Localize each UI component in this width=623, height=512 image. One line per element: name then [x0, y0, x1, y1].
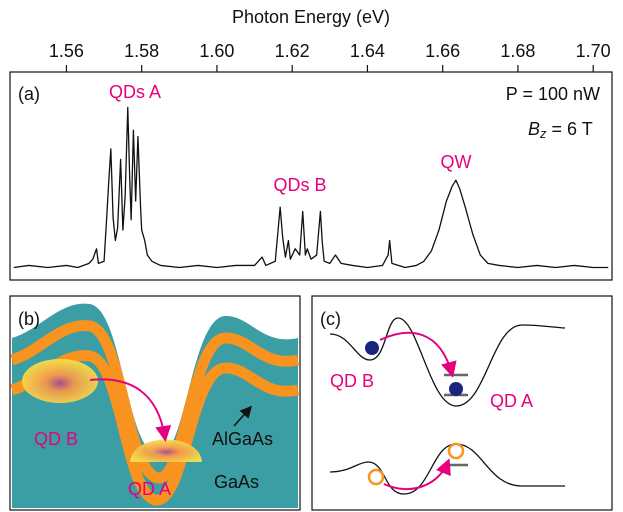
panel-label: (a)	[18, 84, 40, 104]
qds-b-label: QDs B	[273, 175, 326, 195]
algaas-band	[10, 320, 300, 484]
x-tick-label: 1.70	[576, 41, 611, 61]
x-tick-label: 1.64	[350, 41, 385, 61]
x-tick-label: 1.62	[275, 41, 310, 61]
panel-frame	[311, 295, 613, 511]
qd-a-label: QD A	[490, 391, 533, 411]
hole	[367, 468, 385, 486]
x-tick-label: 1.58	[124, 41, 159, 61]
x-axis-title: Photon Energy (eV)	[232, 7, 390, 27]
spectrum-line	[13, 106, 609, 269]
conduction-band	[329, 317, 566, 407]
valence-band	[329, 443, 565, 495]
gaas-label: GaAs	[214, 472, 259, 492]
panel-frame	[9, 295, 301, 511]
x-tick-label: 1.56	[49, 41, 84, 61]
algaas-band	[10, 350, 300, 506]
transfer-arrow	[89, 378, 172, 442]
qd-b-label: QD B	[330, 371, 374, 391]
hole	[447, 442, 465, 460]
electron	[365, 341, 379, 355]
transfer-arrow	[379, 331, 457, 378]
field-subscript: z	[539, 126, 547, 141]
qw-label: QW	[441, 152, 472, 172]
algaas-label: AlGaAs	[212, 429, 273, 449]
plot-frame	[9, 71, 613, 281]
qd-b-dot	[22, 359, 98, 403]
qd-a-dot	[130, 439, 202, 462]
field-symbol: B	[528, 119, 540, 139]
panel-c: (c) QD B QD A	[311, 295, 613, 511]
field-annotation: Bz = 6 T	[528, 119, 593, 142]
panel-b: (b) QD B AlGaAs QD A GaAs	[9, 295, 301, 511]
panel-label: (c)	[320, 309, 341, 329]
pointer-arrow	[233, 405, 252, 427]
qd-a-label: QD A	[128, 479, 171, 499]
x-tick-label: 1.66	[425, 41, 460, 61]
power-annotation: P = 100 nW	[506, 84, 600, 104]
qd-b-label: QD B	[34, 429, 78, 449]
x-tick-label: 1.68	[500, 41, 535, 61]
qds-a-label: QDs A	[109, 82, 161, 102]
spectrum-panel: Photon Energy (eV) (a) P = 100 nW Bz = 6…	[9, 7, 613, 281]
transfer-arrow	[383, 458, 451, 491]
electron	[449, 382, 463, 396]
field-rest: = 6 T	[547, 119, 593, 139]
panel-label: (b)	[18, 309, 40, 329]
x-tick-label: 1.60	[199, 41, 234, 61]
